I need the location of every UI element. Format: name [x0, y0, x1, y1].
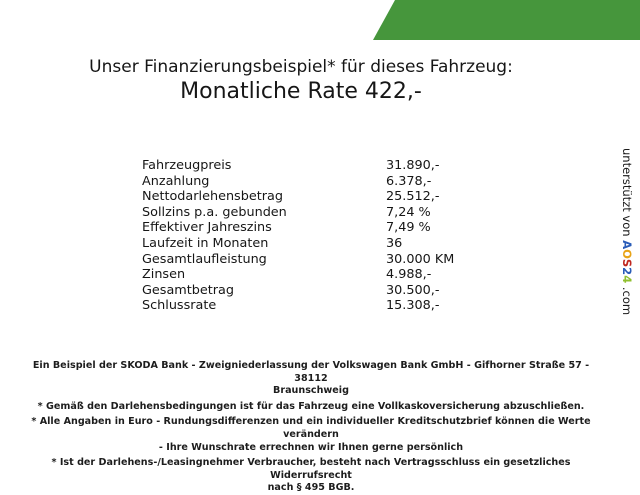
- legal-line: Ein Beispiel der SKODA Bank - Zweigniede…: [32, 360, 590, 384]
- finance-details-table: Fahrzeugpreis 31.890,- Anzahlung 6.378,- Net…: [142, 158, 522, 314]
- finance-row-label: Schlussrate: [142, 298, 217, 314]
- table-row: Zinsen 4.988,-: [142, 267, 522, 283]
- table-row: Gesamtlaufleistung 30.000 KM: [142, 252, 522, 268]
- attribution-suffix: .com: [620, 286, 634, 316]
- finance-row-label: Laufzeit in Monaten: [142, 235, 269, 251]
- clover-icon: [107, 10, 124, 27]
- aos24-letter: S: [620, 258, 634, 268]
- finance-row-value: 6.378,-: [386, 173, 432, 189]
- finance-row-value: 36: [386, 235, 403, 251]
- legal-line: * Ist der Darlehens-/Leasingnehmer Verbr…: [51, 457, 571, 481]
- finance-row-label: Sollzins p.a. gebunden: [142, 204, 287, 220]
- aos24-letter: A: [620, 240, 634, 250]
- finance-row-label: Fahrzeugpreis: [142, 158, 232, 173]
- order-number: 649632: [202, 10, 251, 25]
- finance-row-value: 25.512,-: [386, 189, 440, 205]
- table-row: Effektiver Jahreszins 7,49 %: [142, 220, 522, 236]
- finance-row-value: 30.500,-: [386, 282, 440, 298]
- table-row: Gesamtbetrag 30.500,-: [142, 283, 522, 299]
- legal-line: Braunschweig: [273, 385, 349, 397]
- monthly-rate-title: Monatliche Rate 422,-: [180, 79, 422, 104]
- legal-line: nach § 495 BGB.: [267, 482, 355, 494]
- brand-name-second: GRAF: [128, 7, 187, 29]
- finance-row-label: Anzahlung: [142, 173, 210, 189]
- finance-row-value: 30.000 KM: [386, 251, 455, 267]
- finance-row-label: Zinsen: [142, 267, 186, 283]
- brand-lockup: FESER GRAF: [35, 9, 187, 28]
- table-row: Sollzins p.a. gebunden 7,24 %: [142, 205, 522, 221]
- table-row: Fahrzeugpreis 31.890,-: [142, 158, 522, 174]
- finance-row-label: Gesamtbetrag: [142, 282, 235, 298]
- finance-row-value: 15.308,-: [386, 298, 440, 314]
- aos24-letter: 4: [620, 275, 634, 284]
- table-row: Laufzeit in Monaten 36: [142, 236, 522, 252]
- vertical-attribution-text: unterstützt von AOS24 .com: [616, 148, 638, 315]
- legal-line: - Ihre Wunschrate errechnen wir Ihnen ge…: [158, 441, 464, 453]
- finance-row-value: 31.890,-: [386, 158, 440, 173]
- finance-row-label: Nettodarlehensbetrag: [142, 189, 283, 205]
- finance-table-body: Fahrzeugpreis 31.890,- Anzahlung 6.378,- Net…: [142, 158, 522, 314]
- brand-banner: [373, 0, 640, 40]
- legal-disclaimer: Ein Beispiel der SKODA Bank - Zweigniede…: [18, 360, 604, 495]
- headline-block: Unser Finanzierungsbeispiel* für dieses …: [0, 56, 602, 106]
- finance-row-value: 7,49 %: [386, 220, 431, 236]
- table-row: Nettodarlehensbetrag 25.512,-: [142, 189, 522, 205]
- brand-name-first: FESER: [35, 7, 104, 29]
- legal-line: * Alle Angaben in Euro - Rundungsdiffere…: [31, 416, 591, 440]
- legal-line: * Gemäß den Darlehensbedingungen ist für…: [37, 400, 585, 412]
- vertical-attribution: unterstützt von AOS24 .com: [616, 148, 638, 328]
- aos24-logo[interactable]: AOS24: [620, 240, 634, 283]
- finance-row-label: Gesamtlaufleistung: [142, 251, 267, 267]
- aos24-letter: O: [620, 249, 634, 259]
- aos24-letter: 2: [620, 267, 634, 276]
- table-row: Anzahlung 6.378,-: [142, 174, 522, 190]
- finance-row-label: Effektiver Jahreszins: [142, 220, 272, 236]
- finance-row-value: 4.988,-: [386, 267, 432, 283]
- table-row: Schlussrate 15.308,-: [142, 298, 522, 314]
- finance-row-value: 7,24 %: [386, 204, 431, 220]
- page-title: Unser Finanzierungsbeispiel* für dieses …: [89, 57, 513, 77]
- attribution-label: unterstützt von: [620, 148, 634, 237]
